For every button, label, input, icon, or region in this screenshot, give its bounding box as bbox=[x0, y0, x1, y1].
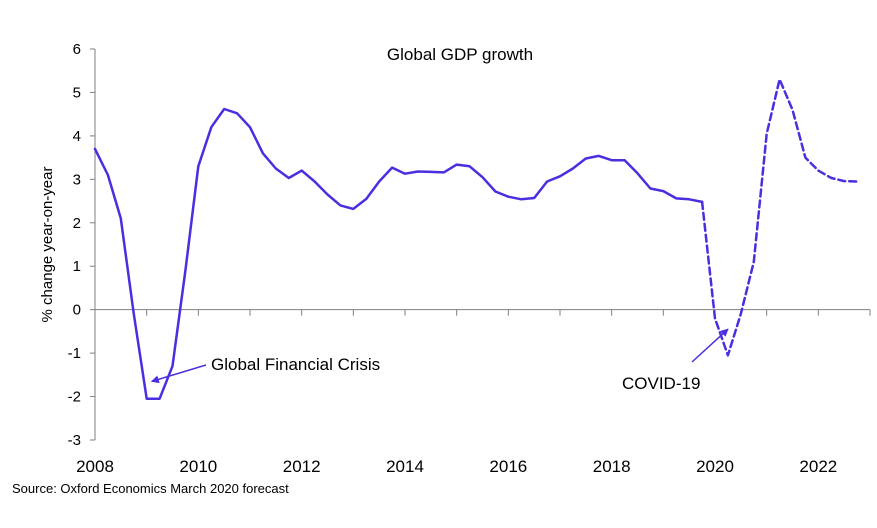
x-tick-label: 2010 bbox=[179, 457, 217, 476]
annotation-covid-19: COVID-19 bbox=[622, 374, 700, 393]
y-tick-label: 6 bbox=[73, 41, 81, 58]
gfc-arrow bbox=[150, 364, 207, 384]
annotation-global-financial-crisis: Global Financial Crisis bbox=[211, 355, 380, 374]
y-tick-label: 1 bbox=[73, 258, 81, 275]
y-tick-label: -2 bbox=[68, 389, 81, 406]
actual-gdp-line bbox=[93, 107, 704, 400]
y-tick-label: 0 bbox=[73, 302, 81, 319]
x-tick-label: 2014 bbox=[386, 457, 424, 476]
y-tick-label: 4 bbox=[73, 128, 81, 145]
x-tick-label: 2012 bbox=[283, 457, 321, 476]
chart-title: Global GDP growth bbox=[387, 45, 533, 64]
y-tick-label: -1 bbox=[68, 345, 81, 362]
x-tick-label: 2016 bbox=[489, 457, 527, 476]
x-tick-label: 2020 bbox=[696, 457, 734, 476]
y-tick-label: 5 bbox=[73, 84, 81, 101]
annotations: Global Financial Crisis COVID-19 bbox=[150, 328, 729, 393]
source-note: Source: Oxford Economics March 2020 fore… bbox=[12, 481, 289, 496]
x-tick-label: 2008 bbox=[76, 457, 114, 476]
y-tick-label: 2 bbox=[73, 215, 81, 232]
covid-arrow bbox=[691, 328, 729, 363]
y-tick-label: -3 bbox=[68, 432, 81, 449]
x-tick-label: 2018 bbox=[593, 457, 631, 476]
forecast-line bbox=[700, 78, 859, 357]
axes: -3 -2 -1 0 1 2 3 4 5 6 2008 2010 2012 2014 2016 2018 202… bbox=[68, 41, 871, 476]
y-axis-label: % change year-on-year bbox=[39, 167, 56, 323]
x-tick-label: 2022 bbox=[799, 457, 837, 476]
series-lines bbox=[93, 78, 859, 400]
y-tick-label: 3 bbox=[73, 171, 81, 188]
